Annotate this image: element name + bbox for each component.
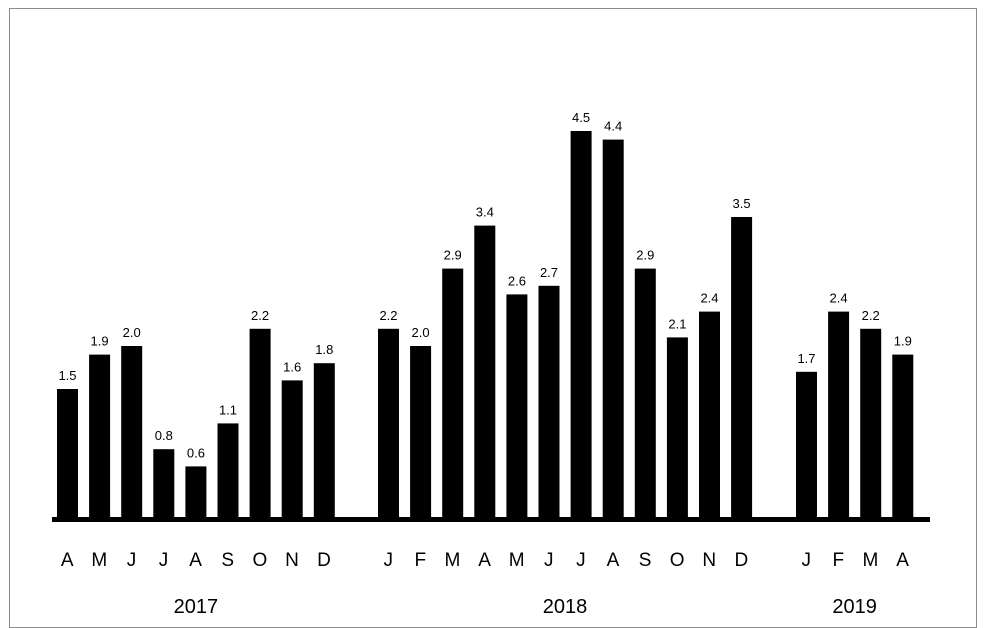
year-label: 2018 [543, 596, 588, 618]
x-tick-label: F [415, 550, 427, 571]
data-label: 2.2 [862, 308, 880, 323]
bar [378, 328, 399, 518]
data-label: 1.8 [315, 342, 333, 357]
data-label: 0.8 [155, 428, 173, 443]
data-label: 3.4 [476, 205, 494, 220]
x-tick-label: D [734, 550, 748, 571]
data-label: 2.0 [412, 325, 430, 340]
x-tick-label: S [639, 550, 652, 571]
x-tick-label: N [285, 550, 299, 571]
data-label: 0.6 [187, 445, 205, 460]
bar [731, 217, 753, 518]
data-label: 2.2 [379, 308, 397, 323]
data-label: 2.6 [508, 273, 526, 288]
bar [281, 380, 303, 518]
bar [634, 268, 656, 518]
bar [860, 328, 882, 518]
bar [217, 423, 239, 518]
bar [570, 131, 592, 518]
year-label: 2017 [174, 596, 219, 618]
data-label: 1.9 [91, 334, 109, 349]
data-label: 1.5 [58, 368, 76, 383]
x-tick-label: A [61, 550, 74, 571]
data-label: 4.5 [572, 110, 590, 125]
bar [474, 225, 496, 518]
x-tick-label: J [802, 550, 812, 571]
x-tick-label: J [159, 550, 169, 571]
data-label: 4.4 [604, 119, 622, 134]
x-tick-label: J [544, 550, 554, 571]
x-tick-label: J [127, 550, 137, 571]
x-tick-label: F [833, 550, 845, 571]
bar [313, 363, 335, 518]
x-tick-label: M [445, 550, 461, 571]
x-tick-label: O [252, 550, 267, 571]
bar [442, 268, 464, 518]
x-tick-label: A [896, 550, 909, 571]
x-tick-label: M [863, 550, 879, 571]
data-label: 2.9 [636, 248, 654, 263]
bar [666, 337, 688, 518]
bar [796, 371, 817, 518]
bar [153, 449, 175, 518]
data-label: 1.7 [797, 351, 815, 366]
x-tick-label: J [576, 550, 586, 571]
x-tick-label: J [384, 550, 394, 571]
x-tick-label: N [702, 550, 716, 571]
data-label: 1.1 [219, 402, 237, 417]
bar [185, 466, 207, 518]
x-tick-label: M [91, 550, 107, 571]
bar [57, 389, 78, 518]
data-label: 2.7 [540, 265, 558, 280]
data-label: 2.4 [700, 291, 718, 306]
bar [89, 354, 111, 518]
bar [699, 311, 720, 518]
year-label: 2019 [832, 596, 877, 618]
data-label: 2.4 [830, 291, 848, 306]
bar [506, 294, 528, 518]
bar [892, 354, 914, 518]
data-label: 2.2 [251, 308, 269, 323]
bar [410, 346, 432, 518]
x-tick-label: A [478, 550, 491, 571]
bar [828, 311, 850, 518]
data-label: 2.0 [123, 325, 141, 340]
bar [538, 285, 560, 518]
x-tick-label: O [670, 550, 685, 571]
data-label: 1.6 [283, 359, 301, 374]
x-tick-label: A [189, 550, 202, 571]
bar [602, 139, 624, 518]
data-label: 2.1 [668, 316, 686, 331]
x-tick-label: D [317, 550, 331, 571]
data-label: 2.9 [444, 248, 462, 263]
x-axis-line [52, 517, 930, 522]
x-tick-label: M [509, 550, 525, 571]
x-tick-label: A [607, 550, 620, 571]
bar [121, 346, 143, 518]
bar [249, 328, 271, 518]
data-label: 1.9 [894, 334, 912, 349]
x-tick-label: S [221, 550, 234, 571]
data-label: 3.5 [733, 196, 751, 211]
